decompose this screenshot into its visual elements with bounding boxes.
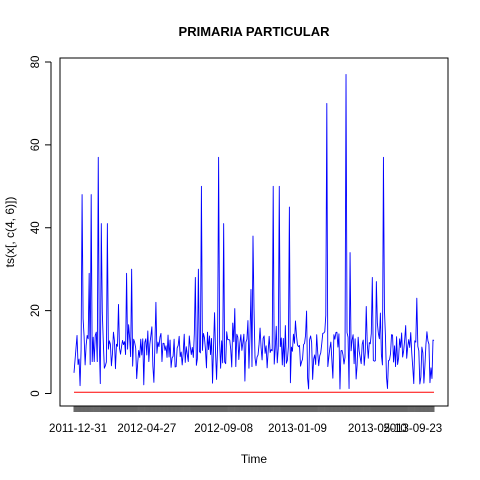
series-line-blue — [73, 73, 435, 390]
series-group — [73, 73, 435, 393]
y-tick-label: 60 — [30, 138, 42, 151]
y-tick-label: 40 — [30, 221, 42, 234]
y-tick-label: 0 — [30, 390, 42, 396]
x-tick-label: 2013-09-23 — [383, 423, 442, 435]
x-tick-label: 2012-09-08 — [194, 423, 253, 435]
chart-title: PRIMARIA PARTICULAR — [179, 24, 331, 39]
x-axis: 2011-12-31 2012-04-27 2012-09-08 2013-01-09… — [49, 405, 442, 435]
y-tick-label: 80 — [30, 56, 42, 69]
x-tick-label: 2013-05-10 — [348, 423, 407, 435]
x-tick-label: 2013-01-09 — [268, 423, 327, 435]
x-axis-label: Time — [241, 452, 268, 466]
y-axis: 0 20 40 60 80 — [30, 56, 52, 397]
x-tick-label: 2011-12-31 — [49, 423, 107, 435]
y-axis-label: ts(x[, c(4, 6)]) — [3, 197, 17, 268]
x-tick-label: 2012-04-27 — [117, 423, 176, 435]
y-tick-label: 20 — [30, 304, 42, 317]
